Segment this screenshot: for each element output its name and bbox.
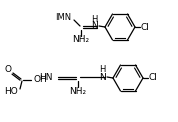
Text: HO: HO [4, 87, 18, 97]
Text: N: N [92, 21, 98, 30]
Text: Cl: Cl [141, 22, 150, 31]
Text: IMN: IMN [55, 12, 71, 21]
Text: OH: OH [34, 76, 48, 85]
Text: H: H [91, 15, 97, 24]
Text: N: N [100, 72, 106, 81]
Text: Cl: Cl [149, 73, 157, 82]
Text: NH₂: NH₂ [72, 36, 90, 45]
Text: H: H [99, 66, 105, 75]
Text: O: O [4, 65, 12, 73]
Text: NH₂: NH₂ [69, 86, 87, 96]
Text: HN: HN [40, 73, 53, 82]
